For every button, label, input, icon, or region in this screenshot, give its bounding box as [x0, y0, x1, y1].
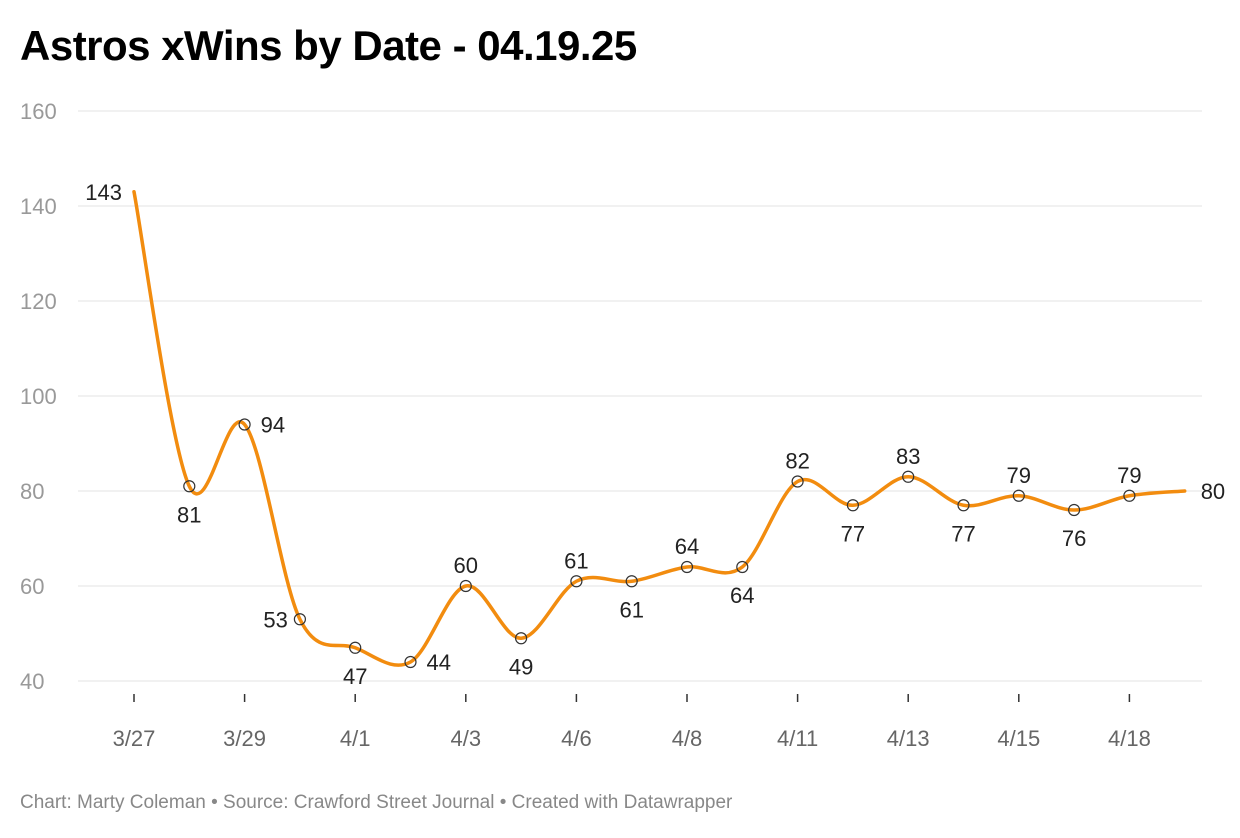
grid-layer: 40 60 80 100 120 140 160 [20, 99, 1202, 694]
data-labels-layer: 143 81 94 53 47 44 60 49 61 61 64 64 82 77 83 77 79 76 79 8… [85, 180, 1225, 689]
data-label: 64 [675, 534, 699, 559]
series-layer [132, 190, 1187, 667]
data-label: 79 [1117, 463, 1141, 488]
data-label: 47 [343, 664, 367, 689]
chart-footer: Chart: Marty Coleman • Source: Crawford … [20, 792, 733, 813]
x-tick-label: 4/1 [340, 726, 371, 751]
x-tick-label: 4/8 [672, 726, 703, 751]
data-point [1012, 489, 1025, 502]
data-label: 77 [951, 521, 975, 546]
data-label: 143 [85, 180, 122, 205]
markers-layer [183, 418, 1136, 669]
data-label: 94 [261, 413, 285, 438]
x-axis: 3/27 3/29 4/1 4/3 4/6 4/8 4/11 4/13 4/15 4/18 [113, 694, 1151, 751]
x-tick-label: 4/6 [561, 726, 592, 751]
data-label: 53 [263, 607, 287, 632]
data-label: 61 [564, 548, 588, 573]
data-point [680, 560, 694, 574]
y-tick-label: 40 [20, 669, 44, 694]
data-label: 80 [1201, 479, 1225, 504]
y-tick-label: 120 [20, 289, 57, 314]
data-point [846, 499, 860, 512]
y-tick-label: 100 [20, 384, 57, 409]
y-tick-label: 80 [20, 479, 44, 504]
y-tick-label: 140 [20, 194, 57, 219]
data-label: 81 [177, 502, 201, 527]
data-point [293, 613, 306, 626]
data-point [736, 560, 749, 574]
data-label: 49 [509, 654, 533, 679]
x-tick-label: 3/29 [223, 726, 266, 751]
data-label: 82 [785, 449, 809, 474]
data-label: 77 [841, 521, 865, 546]
data-point [957, 499, 970, 512]
data-point [902, 470, 915, 483]
data-point [349, 641, 362, 654]
data-point [570, 575, 583, 588]
data-label: 76 [1062, 526, 1086, 551]
series-line [132, 190, 1187, 667]
data-point [459, 579, 472, 593]
data-label: 79 [1007, 463, 1031, 488]
y-tick-label: 60 [20, 574, 44, 599]
data-label: 44 [427, 650, 451, 675]
data-point [1123, 489, 1136, 502]
x-tick-label: 4/11 [777, 726, 818, 751]
data-label: 60 [454, 553, 478, 578]
x-tick-label: 4/13 [887, 726, 930, 751]
x-tick-label: 4/3 [451, 726, 482, 751]
x-tick-label: 3/27 [113, 726, 156, 751]
data-point [183, 480, 196, 493]
data-point [238, 418, 251, 431]
y-tick-label: 160 [20, 99, 57, 124]
data-label: 83 [896, 444, 920, 469]
data-point [514, 632, 528, 645]
data-label: 64 [730, 583, 754, 608]
x-tick-label: 4/15 [997, 726, 1040, 751]
chart-title: Astros xWins by Date - 04.19.25 [20, 22, 637, 69]
data-point [625, 575, 638, 588]
data-point [791, 475, 804, 488]
data-point [1067, 503, 1081, 517]
x-tick-label: 4/18 [1108, 726, 1151, 751]
data-label: 61 [619, 597, 643, 622]
data-point [404, 655, 417, 669]
